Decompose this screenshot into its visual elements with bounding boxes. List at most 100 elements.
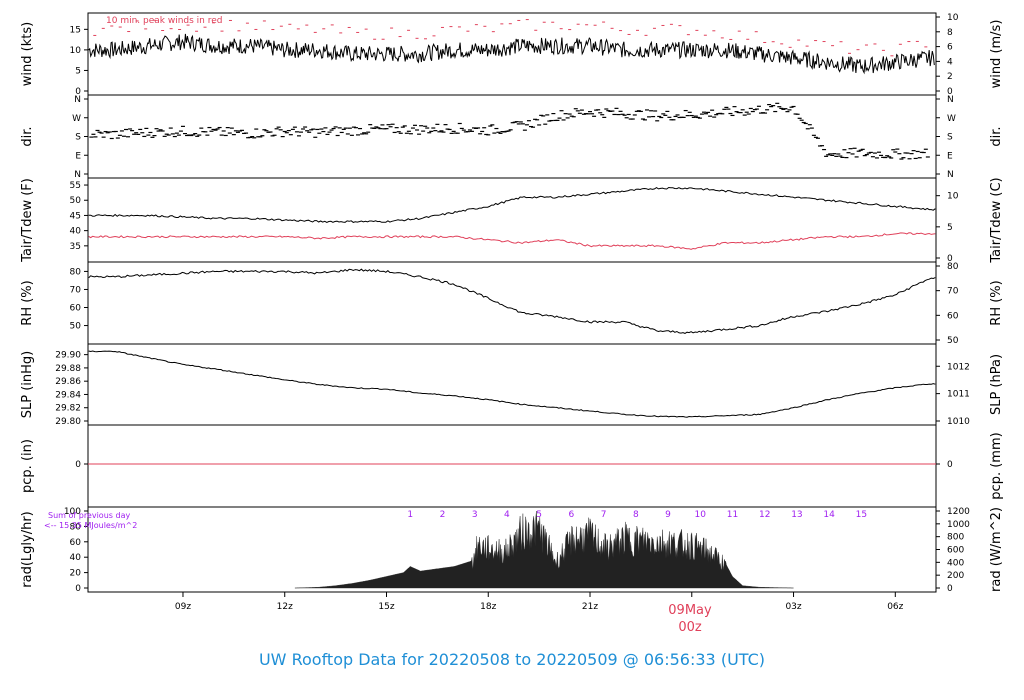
rad-ytick-label-left: 20 <box>70 569 82 579</box>
dir-ytick-label-right: S <box>947 133 953 143</box>
panel-pcp: pcp. (in) pcp. (mm) 0 0 <box>20 424 1004 508</box>
rad-hour-mark: 13 <box>791 510 802 520</box>
wind-ytick-label-right: 0 <box>947 87 953 97</box>
x-axis: 09z 12z 15z 18z 21z 03z 06z <box>175 592 904 612</box>
slp-ytick-label-right: 1010 <box>947 417 970 427</box>
temp-ytick-label-left: 50 <box>70 196 82 206</box>
rh-ytick-label-right: 50 <box>947 336 959 346</box>
rh-ytick-label-right: 80 <box>947 262 959 272</box>
rad-hour-mark: 5 <box>536 510 542 520</box>
rad-ylabel-left: rad(Lgly/hr) <box>20 511 35 587</box>
rad-hour-mark: 9 <box>665 510 671 520</box>
slp-ytick-label-right: 1011 <box>947 390 970 400</box>
slp-ytick-label-left: 29.80 <box>55 417 81 427</box>
wind-ytick-label-left: 15 <box>70 25 81 35</box>
rad-ylabel-right: rad (W/m^2) <box>989 507 1004 592</box>
rad-hour-mark: 7 <box>601 510 607 520</box>
date-marker-hour: 00z <box>678 620 702 635</box>
rh-ytick-label-right: 70 <box>947 287 959 297</box>
dir-ytick-label-right: N <box>947 170 954 180</box>
dir-frame <box>87 94 937 179</box>
rad-ytick-label-right: 1000 <box>947 520 970 530</box>
pcp-ytick-label-right: 0 <box>947 460 953 470</box>
rad-ytick-label-right: 0 <box>947 584 953 594</box>
x-tick-label: 15z <box>378 602 394 612</box>
x-tick-label: 03z <box>785 602 801 612</box>
rad-ytick-label-right: 200 <box>947 571 964 581</box>
rad-ytick-label-right: 600 <box>947 546 964 556</box>
slp-ytick-label-left: 29.90 <box>55 351 81 361</box>
panel-slp: SLP (inHg) SLP (hPa) 29.80 29.82 29.84 29.86 2… <box>20 343 1004 427</box>
temp-ytick-label-left: 55 <box>70 181 81 191</box>
rad-ytick-label-left: 100 <box>64 507 81 517</box>
dir-ytick-label-left: E <box>75 151 81 161</box>
chart-title: UW Rooftop Data for 20220508 to 20220509… <box>259 650 765 669</box>
x-tick-label: 09z <box>175 602 191 612</box>
temp-series-line <box>88 186 936 223</box>
dir-ytick-label-left: S <box>75 133 81 143</box>
slp-ytick-label-left: 29.84 <box>55 390 81 400</box>
rad-ytick-label-left: 40 <box>70 553 82 563</box>
rad-ytick-label-left: 60 <box>70 538 82 548</box>
rh-frame <box>87 261 937 345</box>
dir-ytick-label-right: W <box>947 114 956 124</box>
x-tick-label: 06z <box>887 602 903 612</box>
temp-ytick-label-right: 10 <box>947 192 959 202</box>
rad-hour-mark: 3 <box>472 510 478 520</box>
slp-ytick-label-left: 29.88 <box>55 364 81 374</box>
rh-ytick-label-left: 80 <box>70 267 82 277</box>
dir-ytick-label-left: N <box>74 170 81 180</box>
rad-hour-mark: 4 <box>504 510 510 520</box>
temp-frame <box>87 177 937 263</box>
rad-ytick-label-right: 1200 <box>947 507 970 517</box>
slp-frame <box>87 343 937 426</box>
dir-ylabel-right: dir. <box>989 126 1004 146</box>
rad-ytick-label-left: 0 <box>75 584 81 594</box>
temp-ylabel-left: Tair/Tdew (F) <box>20 178 35 263</box>
temp-ylabel-right: Tair/Tdew (C) <box>989 177 1004 263</box>
temp-series-line <box>88 232 936 250</box>
panel-rad: rad(Lgly/hr) rad (W/m^2)02040608010002004… <box>20 506 1004 594</box>
rad-hour-mark: 12 <box>759 510 770 520</box>
rh-ytick-label-left: 50 <box>70 322 82 332</box>
rad-hour-mark: 1 <box>407 510 413 520</box>
temp-ytick-label-left: 45 <box>70 211 81 221</box>
rad-sum-line2: <-- 15.35 MJoules/m^2 <box>44 521 137 530</box>
pcp-ylabel-right: pcp. (mm) <box>989 432 1004 499</box>
rh-ytick-label-left: 70 <box>70 285 82 295</box>
wind-ytick-label-right: 6 <box>947 43 953 53</box>
wind-ytick-label-left: 0 <box>75 87 81 97</box>
date-marker-day: 09May <box>668 603 712 618</box>
temp-ytick-label-left: 35 <box>70 242 81 252</box>
slp-ytick-label-right: 1012 <box>947 362 970 372</box>
dir-ylabel-left: dir. <box>20 126 35 146</box>
wind-note: 10 min. peak winds in red <box>106 16 223 26</box>
wind-ytick-label-right: 8 <box>947 28 953 38</box>
x-tick-label: 18z <box>480 602 496 612</box>
rad-hour-mark: 2 <box>440 510 446 520</box>
temp-ytick-label-right: 0 <box>947 254 953 264</box>
wind-ylabel-right: wind (m/s) <box>989 20 1004 89</box>
rad-ytick-label-right: 800 <box>947 533 964 543</box>
dir-ytick-label-right: E <box>947 151 953 161</box>
pcp-frame <box>87 424 937 508</box>
wind-ytick-label-right: 10 <box>947 13 959 23</box>
rad-series-area <box>294 510 794 589</box>
wind-ytick-label-left: 5 <box>75 66 81 76</box>
rh-series-line <box>88 268 936 334</box>
dir-ytick-label-left: W <box>72 114 81 124</box>
slp-ylabel-left: SLP (inHg) <box>20 351 35 419</box>
x-tick-label: 21z <box>582 602 598 612</box>
wind-ytick-label-right: 4 <box>947 57 953 67</box>
pcp-ylabel-left: pcp. (in) <box>20 439 35 493</box>
rad-hour-mark: 8 <box>633 510 639 520</box>
wind-ylabel-left: wind (kts) <box>20 22 35 86</box>
panel-rh: RH (%) RH (%) 50 60 70 80 50 60 70 80 <box>20 261 1004 346</box>
temp-ytick-label-left: 40 <box>70 227 82 237</box>
slp-ytick-label-left: 29.82 <box>55 404 81 414</box>
wind-ytick-label-right: 2 <box>947 72 953 82</box>
pcp-ytick-label-left: 0 <box>75 460 81 470</box>
